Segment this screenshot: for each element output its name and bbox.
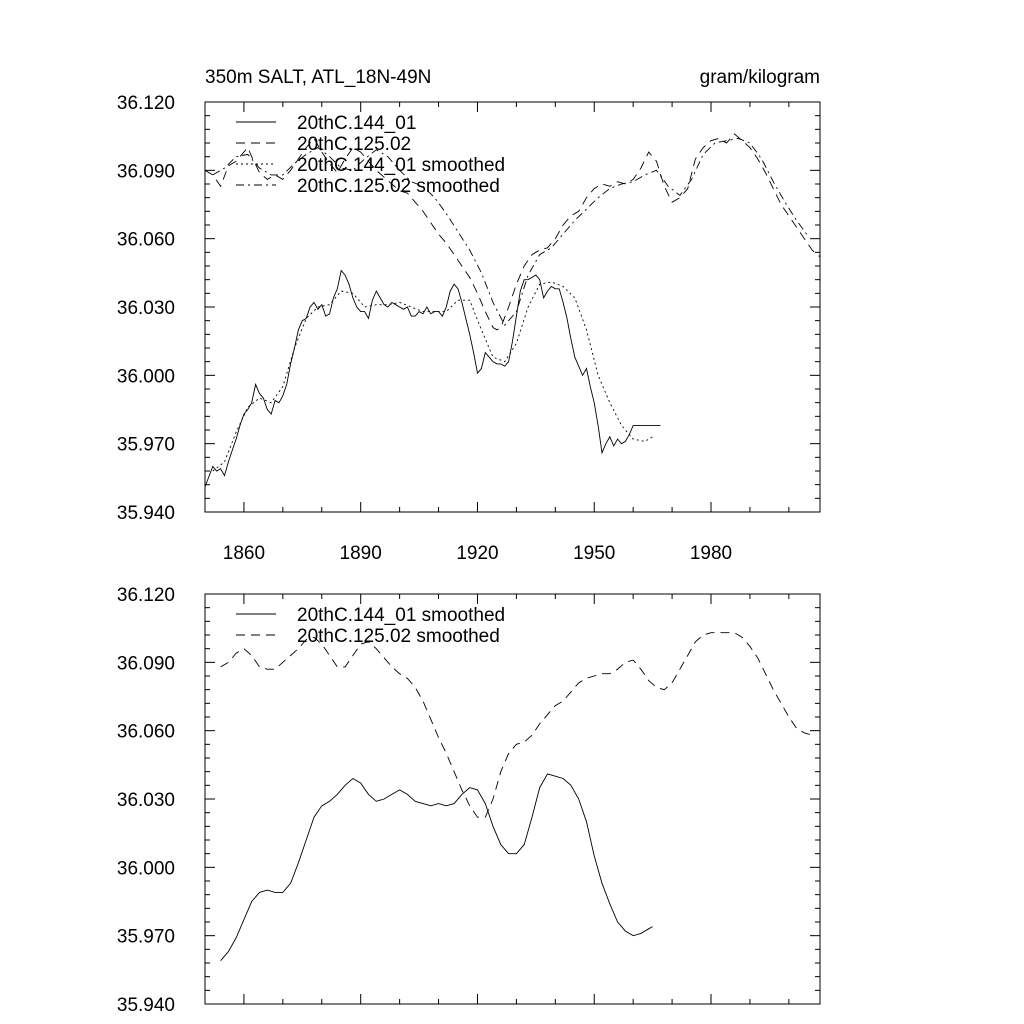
y-tick-label: 35.970 (117, 435, 175, 456)
y-tick-label: 35.970 (117, 927, 175, 948)
top-chart: 350m SALT, ATL_18N-49N gram/kilogram 36.… (117, 67, 821, 564)
y-tick-label: 36.120 (117, 585, 175, 606)
x-tick-label: 1920 (456, 543, 498, 564)
x-tick-label: 1980 (690, 543, 732, 564)
series-line-2 (220, 632, 813, 818)
legend-label: 20thC.144_01 smoothed (297, 605, 505, 626)
y-tick-label: 36.000 (117, 366, 175, 387)
series-line-2 (204, 133, 821, 331)
legend-label: 20thC.125.02 smoothed (297, 176, 500, 197)
x-tick-label: 1950 (573, 543, 615, 564)
bottom-chart: 36.120 36.090 36.060 36.030 36.000 35.970 35.9… (117, 585, 821, 1016)
y-tick-label: 36.060 (117, 230, 175, 251)
x-tick-label: 1890 (340, 543, 382, 564)
y-tick-label: 35.940 (117, 503, 175, 524)
plot-frame (204, 593, 821, 1005)
y-tick-label: 35.940 (117, 995, 175, 1016)
x-tick-label: 1860 (223, 543, 265, 564)
legend-label: 20thC.144_01 smoothed (297, 155, 505, 176)
y-tick-label: 36.030 (117, 790, 175, 811)
y-tick-label: 36.090 (117, 653, 175, 674)
legend-label: 20thC.125.02 smoothed (297, 626, 500, 647)
series-line-3 (212, 281, 653, 472)
y-tick-label: 36.000 (117, 858, 175, 879)
y-tick-label: 36.090 (117, 161, 175, 182)
series-line-4 (212, 137, 809, 327)
series-line-1 (204, 269, 661, 488)
plot-frame (204, 101, 821, 513)
y-tick-label: 36.120 (117, 93, 175, 114)
series-line-1 (220, 773, 653, 961)
y-tick-label: 36.030 (117, 298, 175, 319)
chart-units: gram/kilogram (700, 67, 820, 88)
y-tick-label: 36.060 (117, 722, 175, 743)
chart-title: 350m SALT, ATL_18N-49N (205, 67, 431, 88)
legend-label: 20thC.125.02 (297, 134, 411, 155)
legend-label: 20thC.144_01 (297, 113, 416, 134)
